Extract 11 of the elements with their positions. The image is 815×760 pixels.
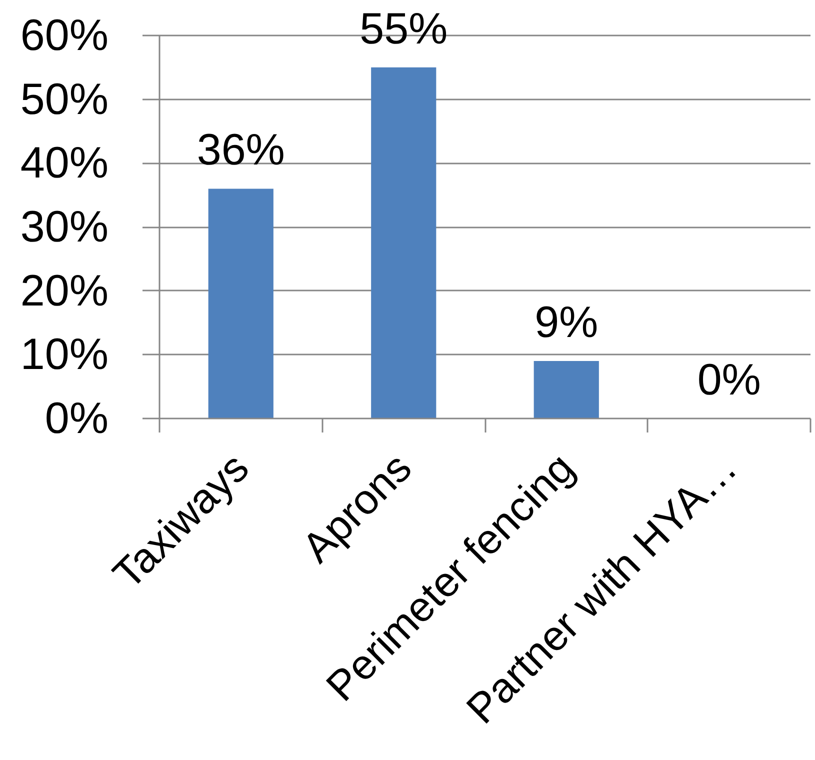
y-tick-label: 10% (20, 330, 109, 380)
data-label: 0% (697, 356, 761, 404)
y-tick-label: 0% (44, 394, 108, 443)
data-label: 9% (534, 298, 598, 348)
y-tick-label: 60% (20, 11, 109, 60)
data-label: 55% (360, 4, 448, 54)
y-tick-label: 30% (20, 202, 109, 252)
y-tick-label: 40% (20, 138, 109, 188)
data-label: 36% (196, 126, 285, 175)
y-tick-label: 50% (20, 74, 109, 124)
y-tick-label: 20% (20, 266, 109, 316)
